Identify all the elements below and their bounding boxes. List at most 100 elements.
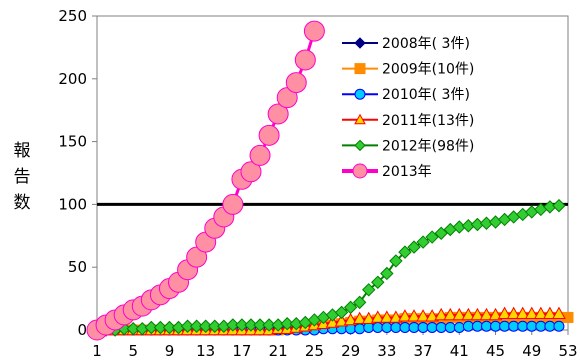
y-axis-label-char: 告 xyxy=(14,167,31,187)
data-point xyxy=(553,320,565,332)
y-tick-label: 0 xyxy=(77,321,87,339)
legend-marker xyxy=(352,163,368,179)
data-point xyxy=(471,320,483,332)
data-point xyxy=(552,198,566,213)
data-point xyxy=(488,307,503,321)
legend-label: 2011年(13件) xyxy=(382,113,474,129)
data-point xyxy=(235,318,249,332)
data-point xyxy=(533,306,548,319)
data-point xyxy=(425,309,439,322)
data-point xyxy=(208,319,222,333)
data-point xyxy=(380,266,394,281)
legend-item: 2010年( 3件) xyxy=(342,87,470,103)
data-point xyxy=(417,321,429,333)
data-point xyxy=(180,319,195,333)
data-point xyxy=(544,320,556,332)
x-tick-label: 45 xyxy=(486,342,505,360)
data-point xyxy=(303,20,325,42)
data-point xyxy=(535,320,547,332)
data-point xyxy=(362,283,376,297)
data-point xyxy=(267,103,289,125)
data-point xyxy=(389,310,403,323)
series-5 xyxy=(90,198,566,337)
data-point xyxy=(416,309,430,322)
data-point xyxy=(435,321,447,333)
data-point xyxy=(490,320,502,332)
x-tick-label: 5 xyxy=(128,342,138,360)
legend: 2008年( 3件) 2009年(10件) 2010年( 3件) 2011年(13件)… xyxy=(342,36,474,180)
x-tick-label: 1 xyxy=(92,342,102,360)
data-point xyxy=(334,314,349,327)
x-tick-label: 25 xyxy=(305,342,324,360)
y-tick-label: 100 xyxy=(58,195,87,213)
data-point xyxy=(497,306,512,319)
data-point xyxy=(222,193,244,215)
data-point xyxy=(508,320,520,332)
data-point xyxy=(249,144,271,166)
x-tick-label: 21 xyxy=(269,342,288,360)
data-point xyxy=(480,320,492,332)
data-point xyxy=(371,275,385,289)
y-axis-label-char: 数 xyxy=(14,193,31,213)
y-axis-label: 報告数 xyxy=(14,141,31,213)
data-point xyxy=(244,318,258,332)
data-point xyxy=(443,307,458,321)
data-point xyxy=(462,320,474,332)
data-point xyxy=(126,322,140,336)
data-point xyxy=(253,318,267,332)
data-point xyxy=(407,309,421,322)
legend-label: 2010年( 3件) xyxy=(382,87,470,103)
data-point xyxy=(294,49,316,71)
x-tick-label: 9 xyxy=(165,342,175,360)
x-tick-label: 53 xyxy=(558,342,577,360)
data-point xyxy=(461,307,476,321)
data-point xyxy=(543,306,557,319)
legend-item: 2013年 xyxy=(342,163,432,180)
x-tick-label: 41 xyxy=(450,342,469,360)
data-point xyxy=(285,72,307,94)
x-tick-label: 33 xyxy=(377,342,396,360)
y-tick-label: 50 xyxy=(68,258,87,276)
data-point xyxy=(334,305,349,320)
x-tick-label: 17 xyxy=(232,342,251,360)
series-line xyxy=(97,312,559,331)
data-point xyxy=(398,245,412,259)
data-point xyxy=(258,124,280,146)
data-point xyxy=(515,306,530,319)
data-point xyxy=(390,321,402,333)
data-point xyxy=(325,315,340,328)
legend-marker xyxy=(354,88,366,100)
data-point xyxy=(479,307,494,321)
data-point xyxy=(399,321,411,333)
legend-item: 2008年( 3件) xyxy=(342,36,470,52)
legend-marker xyxy=(354,63,366,75)
data-point xyxy=(416,235,430,249)
data-point xyxy=(398,309,412,322)
data-point xyxy=(552,306,566,319)
data-point xyxy=(144,320,159,335)
x-tick-label: 13 xyxy=(196,342,215,360)
data-point xyxy=(262,318,276,332)
data-point xyxy=(526,320,538,332)
data-point xyxy=(162,320,177,335)
series-6 xyxy=(86,20,325,341)
data-point xyxy=(434,307,449,321)
y-axis-label-char: 報 xyxy=(14,141,31,161)
legend-label: 2008年( 3件) xyxy=(382,36,470,52)
legend-label: 2009年(10件) xyxy=(382,62,474,78)
data-point xyxy=(453,321,465,333)
data-point xyxy=(361,311,376,324)
data-point xyxy=(425,230,439,244)
data-point xyxy=(189,319,204,333)
data-point xyxy=(407,240,421,254)
data-point xyxy=(426,321,438,333)
data-point xyxy=(226,318,240,332)
legend-marker xyxy=(354,113,366,125)
legend-marker xyxy=(354,139,366,152)
data-point xyxy=(379,310,394,323)
legend-item: 2009年(10件) xyxy=(342,62,474,78)
legend-label: 2013年 xyxy=(382,164,432,180)
data-point xyxy=(153,320,168,335)
legend-marker xyxy=(354,37,366,49)
